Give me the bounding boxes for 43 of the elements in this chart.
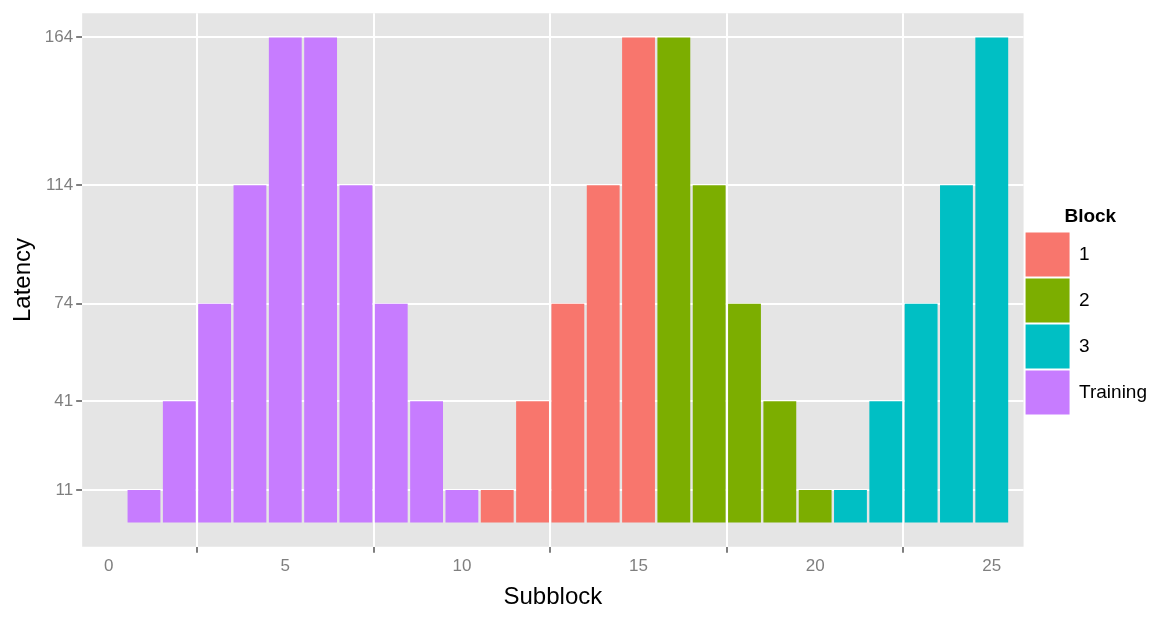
x-axis-title: Subblock: [503, 582, 604, 610]
y-tick-label: 11: [55, 479, 74, 499]
bar: [869, 401, 903, 523]
bar: [374, 303, 408, 523]
bar: [904, 303, 938, 523]
bar: [692, 185, 726, 523]
bar: [304, 37, 338, 523]
x-tick-label: 15: [629, 555, 648, 575]
legend-label: Training: [1079, 380, 1148, 402]
y-tick-label: 74: [54, 293, 74, 313]
legend-label: 2: [1079, 288, 1090, 310]
y-tick-label: 164: [44, 27, 74, 47]
bar: [622, 37, 655, 523]
bar: [445, 490, 479, 523]
x-tick-label: 20: [805, 555, 825, 575]
bar: [728, 303, 761, 523]
bar: [763, 401, 797, 523]
y-tick-label: 114: [46, 175, 74, 195]
x-tick-label: 0: [103, 555, 114, 575]
bar: [339, 185, 373, 523]
bar: [162, 401, 196, 523]
bar: [834, 490, 867, 523]
legend-label: 1: [1079, 242, 1090, 264]
bar: [127, 490, 161, 523]
bar: [198, 303, 232, 523]
bar: [551, 303, 585, 523]
legend-label: 3: [1079, 334, 1090, 356]
x-tick-label: 25: [982, 555, 1002, 575]
bar: [268, 37, 302, 523]
x-tick-label: 10: [452, 555, 472, 575]
bar: [657, 37, 691, 523]
bar: [516, 401, 549, 523]
bar: [480, 490, 514, 523]
legend-title: Block: [1064, 205, 1117, 227]
y-axis-title: Latency: [8, 237, 36, 323]
x-tick-label: 5: [280, 555, 291, 575]
bar: [586, 185, 620, 523]
bar: [798, 490, 832, 523]
bar: [940, 185, 973, 523]
bar: [975, 37, 1009, 523]
y-tick-label: 41: [54, 390, 74, 410]
bar: [410, 401, 443, 523]
bar: [233, 185, 267, 523]
